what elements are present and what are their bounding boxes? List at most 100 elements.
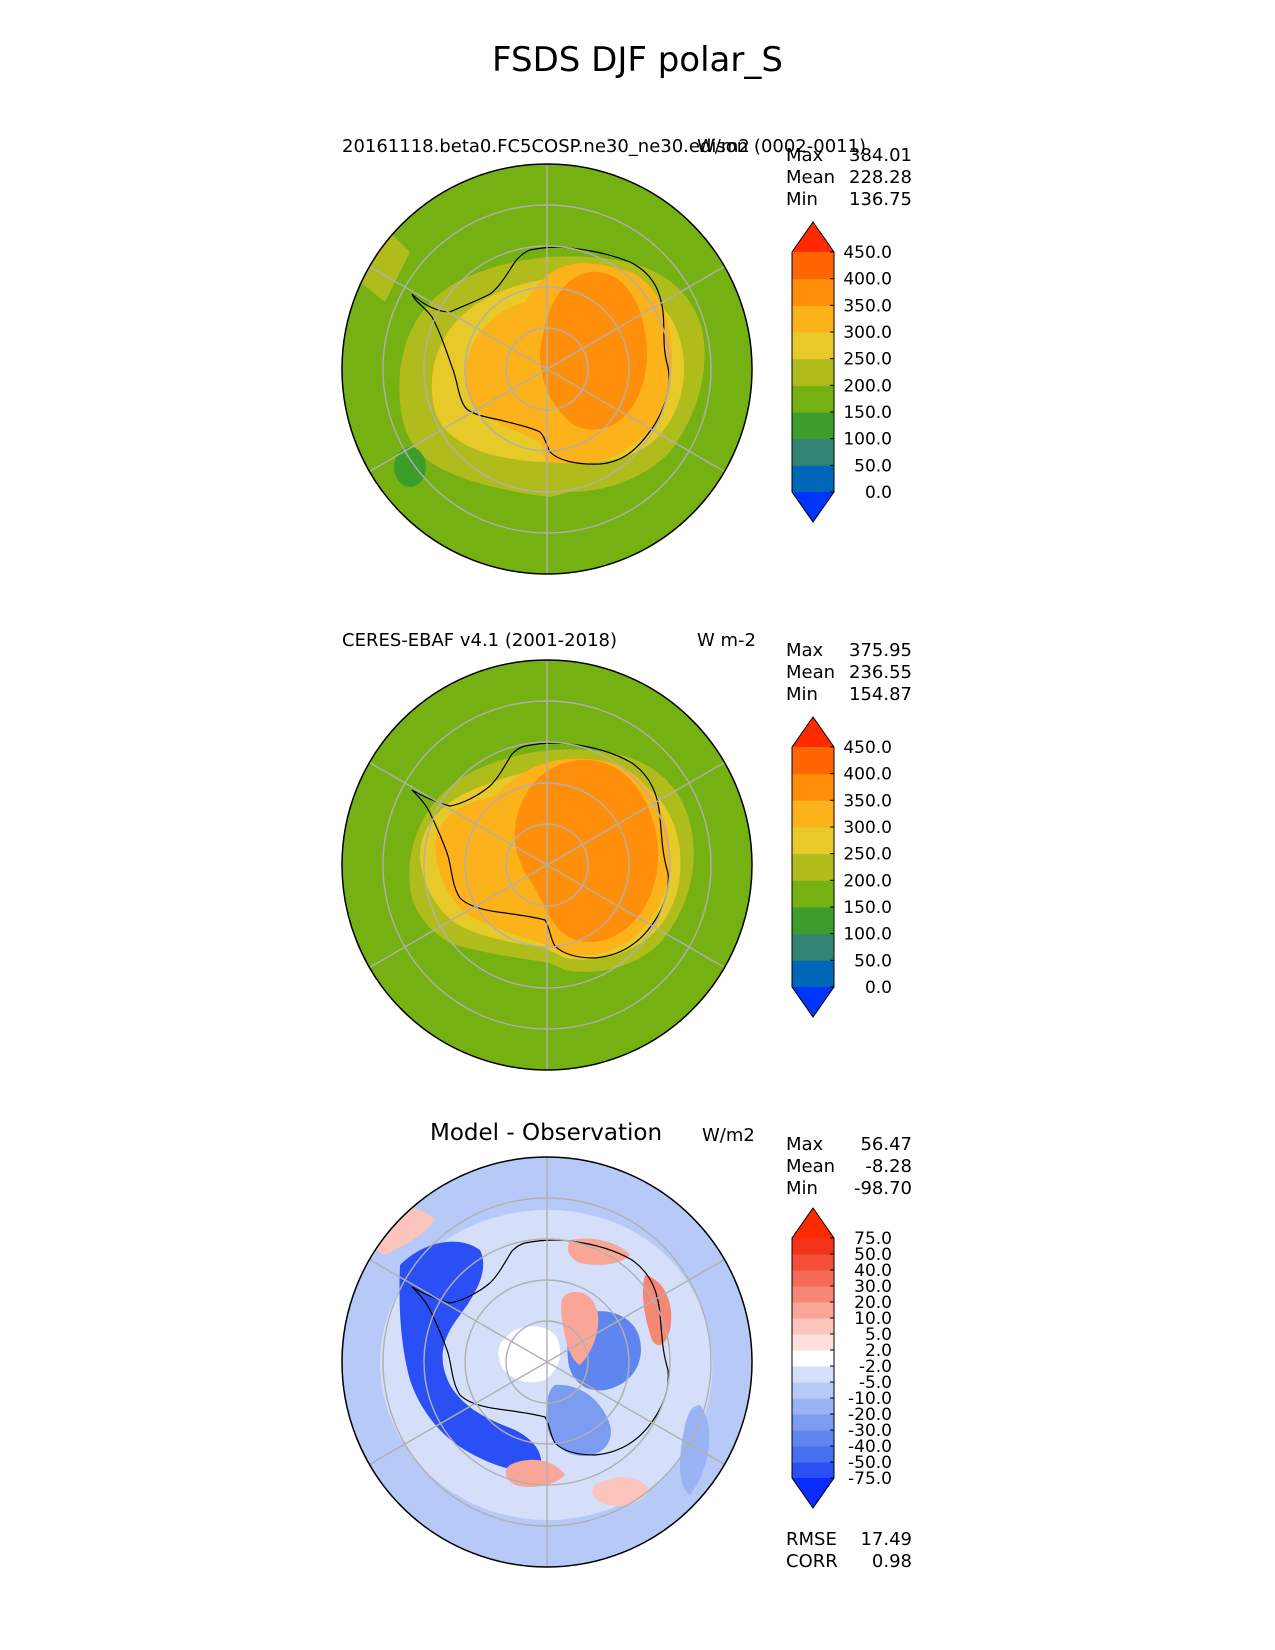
- colorbar-tick-label: 250.0: [843, 350, 892, 370]
- stat-min-label: Min: [786, 1178, 818, 1199]
- colorbar-bin: [792, 1462, 834, 1479]
- panel-3-polar-map: [341, 1156, 753, 1568]
- stat-min-value: -98.70: [853, 1178, 912, 1199]
- stat-mean-label: Mean: [786, 662, 836, 683]
- colorbar-tick-label: 250.0: [843, 845, 892, 865]
- colorbar-bin: [792, 853, 834, 881]
- stat-min-value: 136.75: [849, 189, 912, 210]
- polar-grid: [369, 1157, 725, 1567]
- stat-min-label: Min: [786, 684, 818, 705]
- stat-max-value: 56.47: [860, 1134, 912, 1155]
- stat-mean-label: Mean: [786, 1156, 836, 1177]
- field-neutral-pole: [498, 1326, 561, 1383]
- colorbar-bin: [792, 252, 834, 280]
- colorbar-extend-min: [792, 987, 834, 1017]
- panel-2-colorbar: 0.0 50.0 100.0 150.0 200.0 250.0 300.0 350.0 400…: [791, 716, 892, 1018]
- field-negative-outer-east: [680, 1405, 710, 1495]
- colorbar-bin: [792, 438, 834, 466]
- field-positive-south: [505, 1459, 565, 1487]
- stat-max-label: Max: [786, 640, 824, 661]
- panel-1-colorbar: 0.0 50.0 100.0 150.0 200.0 250.0 300.0 350.0 400…: [791, 221, 892, 523]
- colorbar-bin: [792, 358, 834, 386]
- colorbar-bin: [792, 412, 834, 440]
- colorbar-tick-label: -40.0: [848, 1437, 892, 1457]
- colorbar-bin: [792, 747, 834, 775]
- colorbar-tick-label: 75.0: [854, 1229, 892, 1249]
- stat-mean-value: 236.55: [849, 662, 912, 683]
- panel-1-stats: Max 384.01 Mean 228.28 Min 136.75: [786, 145, 912, 211]
- panel-2-title: CERES-EBAF v4.1 (2001-2018): [342, 630, 618, 651]
- colorbar-tick-label: 400.0: [843, 270, 892, 290]
- colorbar-extend-min: [792, 492, 834, 522]
- colorbar-bin: [792, 800, 834, 828]
- panel-3-metrics: RMSE 17.49 CORR 0.98: [786, 1529, 912, 1573]
- corr-value: 0.98: [871, 1551, 912, 1572]
- colorbar-bin: [792, 1446, 834, 1463]
- colorbar-tick-label: -75.0: [848, 1469, 892, 1489]
- colorbar-bin: [792, 278, 834, 306]
- colorbar-extend-max: [792, 1208, 834, 1238]
- stat-max-value: 384.01: [849, 145, 912, 166]
- stat-max-label: Max: [786, 145, 824, 166]
- field-core: [540, 271, 647, 430]
- colorbar-tick-label: 0.0: [865, 483, 892, 503]
- map-boundary: [341, 163, 753, 575]
- stat-max-label: Max: [786, 1134, 824, 1155]
- colorbar-bin: [792, 1254, 834, 1271]
- polar-grid: [369, 164, 725, 574]
- colorbar-extend-max: [792, 717, 834, 747]
- colorbar-tick-label: 5.0: [865, 1325, 892, 1345]
- colorbar-tick-label: 30.0: [854, 1277, 892, 1297]
- stat-mean-value: -8.28: [865, 1156, 912, 1177]
- antarctica-coastline: [411, 1239, 669, 1456]
- colorbar-bin: [792, 933, 834, 961]
- colorbar-bin: [792, 960, 834, 988]
- antarctica-coastline: [411, 742, 669, 959]
- panel-1-title: 20161118.beta0.FC5COSP.ne30_ne30.edison …: [342, 136, 867, 157]
- colorbar-bin: [792, 332, 834, 360]
- field-positive-southeast: [592, 1477, 650, 1507]
- colorbar-tick-label: -5.0: [859, 1373, 892, 1393]
- colorbar-bin: [792, 907, 834, 935]
- colorbar-tick-label: -2.0: [859, 1357, 892, 1377]
- colorbar-tick-label: 2.0: [865, 1341, 892, 1361]
- panel-1-polar-map: [341, 163, 753, 575]
- colorbar-tick-label: 350.0: [843, 791, 892, 811]
- colorbar-extend-max: [792, 222, 834, 252]
- colorbar-tick-label: 350.0: [843, 296, 892, 316]
- colorbar-bin: [792, 880, 834, 908]
- colorbar-tick-label: 10.0: [854, 1309, 892, 1329]
- panel-2-units: W m-2: [697, 630, 757, 651]
- panel-1-units: W/m2: [697, 136, 750, 157]
- colorbar-extend-min: [792, 1478, 834, 1508]
- colorbar-bin: [792, 1382, 834, 1399]
- stat-mean-value: 228.28: [849, 167, 912, 188]
- field-positive-interior: [561, 1291, 599, 1365]
- colorbar-bin: [792, 305, 834, 333]
- colorbar-tick-label: -50.0: [848, 1453, 892, 1473]
- colorbar-tick-label: -20.0: [848, 1405, 892, 1425]
- field-negative-interior: [545, 1384, 611, 1456]
- colorbar-bin: [792, 1414, 834, 1431]
- colorbar-tick-label: 450.0: [843, 738, 892, 758]
- polar-grid: [369, 660, 725, 1070]
- stat-max-value: 375.95: [849, 640, 912, 661]
- colorbar-tick-label: 20.0: [854, 1293, 892, 1313]
- colorbar-tick-label: 200.0: [843, 871, 892, 891]
- colorbar-tick-label: 400.0: [843, 765, 892, 785]
- colorbar-bin: [792, 1302, 834, 1319]
- colorbar-tick-label: -30.0: [848, 1421, 892, 1441]
- corr-label: CORR: [786, 1551, 838, 1572]
- stat-mean-label: Mean: [786, 167, 836, 188]
- colorbar-bin: [792, 1318, 834, 1335]
- colorbar-bin: [792, 1286, 834, 1303]
- rmse-label: RMSE: [786, 1529, 837, 1550]
- colorbar-tick-label: 150.0: [843, 403, 892, 423]
- colorbar-bin: [792, 1398, 834, 1415]
- panel-3-stats: Max 56.47 Mean -8.28 Min -98.70: [786, 1134, 912, 1200]
- panel-3-colorbar: -75.0-50.0-40.0-30.0-20.0-10.0-5.0-2.02.…: [791, 1207, 892, 1509]
- colorbar-bin: [792, 1334, 834, 1351]
- colorbar-bin: [792, 1238, 834, 1255]
- stat-min-label: Min: [786, 189, 818, 210]
- colorbar-bin: [792, 1350, 834, 1367]
